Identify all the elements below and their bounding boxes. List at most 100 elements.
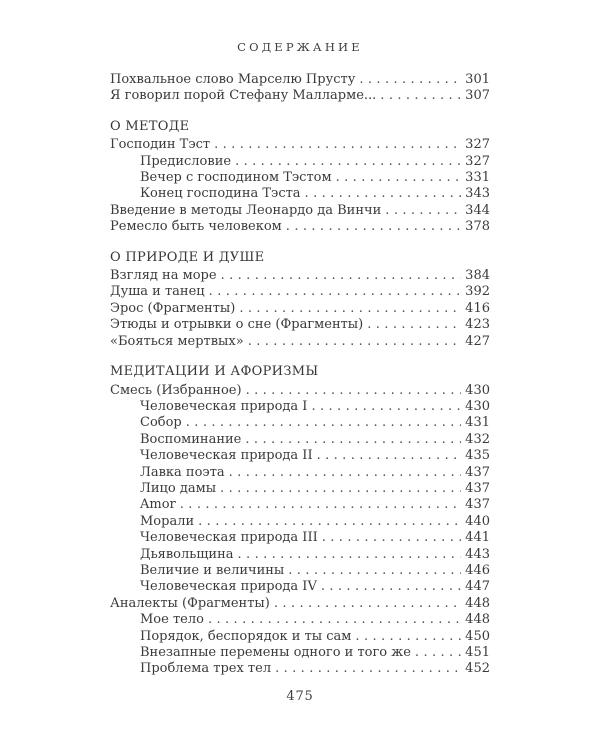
toc-entry: Порядок, беспорядок и ты сам 450	[110, 629, 490, 645]
toc-entry-page: 437	[465, 497, 490, 513]
toc-entry-title: Я говорил порой Стефану Малларме...	[110, 88, 377, 104]
toc-entry: Дьявольщина 443	[110, 547, 490, 563]
section-heading: О МЕТОДЕ	[110, 118, 190, 134]
toc-entry: Лавка поэта 437	[110, 465, 490, 481]
toc-entry: Лицо дамы 437	[110, 481, 490, 497]
toc-entry: Человеческая природа I 430	[110, 399, 490, 415]
toc-entry: Смесь (Избранное) 430	[110, 383, 490, 399]
toc-entry-title: Эрос (Фрагменты)	[110, 300, 236, 316]
toc-entry-title: Похвальное слово Марселю Прусту	[110, 72, 356, 87]
dot-leader	[415, 645, 461, 661]
dot-leader	[245, 432, 461, 448]
toc-entry-title: Лицо дамы	[140, 480, 217, 496]
toc-entry: Предисловие 327	[110, 154, 490, 170]
dot-leader	[198, 514, 461, 530]
dot-leader	[221, 268, 461, 284]
toc-entry: Морали 440	[110, 514, 490, 530]
toc-entry: Я говорил порой Стефану Малларме... 307	[110, 88, 490, 104]
toc-entry: Этюды и отрывки о сне (Фрагменты) 423	[110, 317, 490, 333]
dot-leader	[355, 629, 461, 645]
toc-entry: Введение в методы Леонардо да Винчи 344	[110, 203, 490, 219]
toc-entry-title: Дьявольщина	[140, 546, 234, 562]
toc-entry: Вечер с господином Тэстом 331	[110, 170, 490, 186]
toc-entry: Господин Тэст 327	[110, 137, 490, 153]
toc-entry-page: 452	[465, 661, 490, 677]
toc-entry-page: 430	[465, 382, 490, 398]
dot-leader	[317, 448, 461, 464]
toc-entry-page: 384	[465, 268, 490, 284]
toc-entry: Аналекты (Фрагменты) 448	[110, 596, 490, 612]
toc-entry-title: Взгляд на море	[110, 268, 217, 284]
toc-entry: Проблема трех тел 452	[110, 661, 490, 677]
dot-leader	[274, 596, 461, 612]
toc-entry-title: Ремесло быть человеком	[110, 219, 282, 235]
toc-entry-title: Проблема трех тел	[140, 661, 272, 677]
toc-entry-title: Конец господина Тэста	[140, 186, 301, 202]
section-heading: О ПРИРОДЕ И ДУШЕ	[110, 249, 265, 265]
dot-leader	[305, 186, 461, 202]
dot-leader	[336, 170, 461, 186]
toc-entry: Эрос (Фрагменты) 416	[110, 301, 490, 317]
dot-leader	[275, 661, 461, 677]
toc-entry-title: Внезапные перемены одного и того же	[140, 645, 411, 660]
toc-entry-page: 443	[465, 546, 490, 562]
toc-entry-page: 430	[465, 398, 490, 414]
toc-entry-page: 432	[465, 431, 490, 447]
toc-entry-title: Предисловие	[140, 153, 232, 169]
dot-leader	[311, 399, 461, 415]
toc-entry-title: Этюды и отрывки о сне (Фрагменты)	[110, 317, 364, 333]
dot-leader	[246, 383, 461, 399]
dot-leader	[359, 72, 461, 88]
toc-entry-page: 327	[465, 137, 490, 153]
toc-entry-page: 437	[465, 464, 490, 480]
contents-heading: СОДЕРЖАНИЕ	[237, 40, 363, 54]
toc-entry-title: Человеческая природа II	[140, 448, 313, 464]
toc-entry-title: Душа и танец	[110, 284, 205, 300]
toc-entry-page: 437	[465, 480, 490, 496]
toc-entry-page: 431	[465, 415, 490, 431]
toc-entry-page: 344	[465, 202, 490, 218]
toc-entry-title: Amor	[140, 497, 176, 513]
toc-entry-title: Смесь (Избранное)	[110, 382, 242, 398]
toc-entry-page: 447	[465, 579, 490, 595]
toc-entry-page: 451	[465, 645, 490, 660]
dot-leader	[322, 530, 461, 546]
toc-entry-page: 301	[465, 72, 490, 87]
dot-leader	[186, 415, 461, 431]
toc-entry-title: Аналекты (Фрагменты)	[110, 595, 270, 611]
toc-entry-page: 427	[465, 333, 490, 349]
toc-entry-page: 440	[465, 513, 490, 529]
toc-entry: Человеческая природа II 435	[110, 448, 490, 464]
dot-leader	[248, 334, 461, 350]
toc-entry: Конец господина Тэста 343	[110, 186, 490, 202]
dot-leader	[367, 317, 461, 333]
toc-entry-title: Воспоминание	[140, 431, 242, 447]
toc-entry-title: Человеческая природа III	[140, 530, 318, 546]
toc-entry-page: 327	[465, 153, 490, 169]
toc-entry: Похвальное слово Марселю Прусту 301	[110, 72, 490, 88]
toc-entry-title: Вечер с господином Тэстом	[140, 170, 332, 186]
toc-entry: Ремесло быть человеком 378	[110, 219, 490, 235]
dot-leader	[239, 301, 461, 317]
toc-entry: «Бояться мертвых» 427	[110, 334, 490, 350]
toc-entry-page: 446	[465, 562, 490, 578]
toc-entry-page: 416	[465, 300, 490, 316]
dot-leader	[385, 203, 461, 219]
toc-entry-page: 307	[465, 88, 490, 104]
toc-entry-page: 378	[465, 219, 490, 235]
toc-entry-title: Порядок, беспорядок и ты сам	[140, 628, 352, 644]
toc-entry-page: 392	[465, 284, 490, 300]
toc-entry: Взгляд на море 384	[110, 268, 490, 284]
toc-entry-page: 441	[465, 530, 490, 546]
toc-entry: Собор 431	[110, 415, 490, 431]
dot-leader	[380, 88, 461, 104]
dot-leader	[238, 547, 462, 563]
toc-entry-title: Собор	[140, 415, 182, 431]
toc-entry: Душа и танец 392	[110, 284, 490, 300]
toc-entry-page: 448	[465, 612, 490, 628]
dot-leader	[288, 563, 461, 579]
toc-entry-title: Лавка поэта	[140, 464, 225, 480]
dot-leader	[214, 137, 461, 153]
section-heading: МЕДИТАЦИИ И АФОРИЗМЫ	[110, 364, 319, 380]
